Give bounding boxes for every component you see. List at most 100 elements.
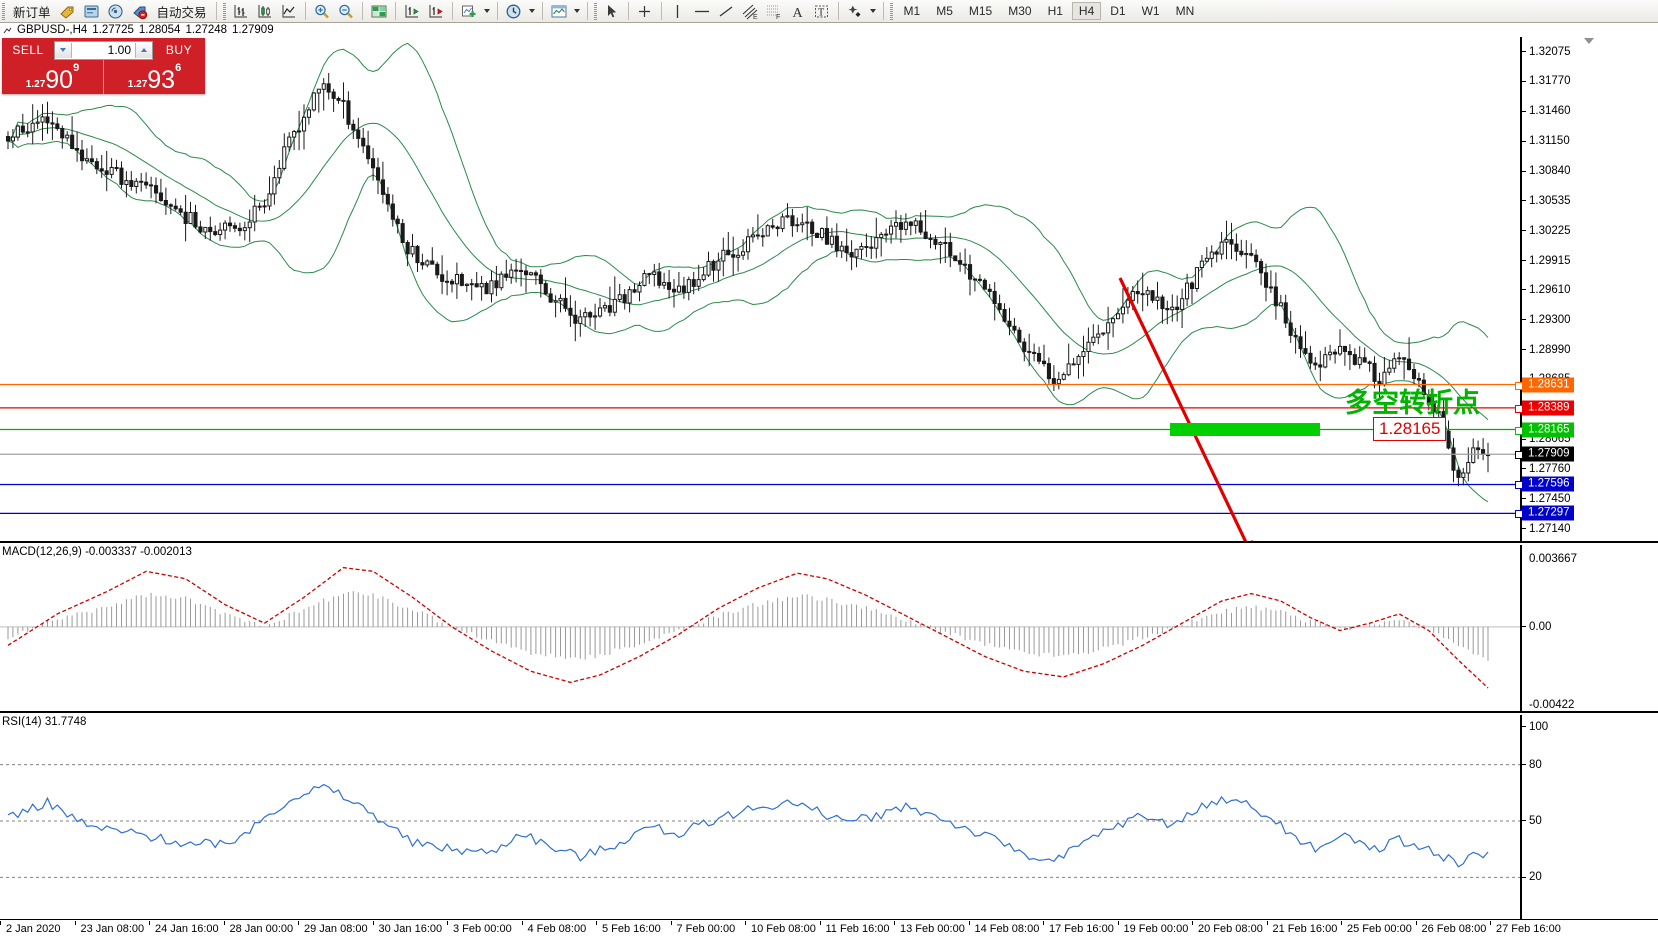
price-level-handle[interactable] [1515, 451, 1523, 460]
time-tick: 13 Feb 00:00 [894, 921, 965, 935]
zoom-in-icon[interactable] [310, 1, 334, 21]
navigator-icon[interactable] [424, 1, 448, 21]
equidistant-channel-icon[interactable]: E [738, 1, 762, 21]
indicators-icon[interactable] [457, 1, 481, 21]
price-tick: 1.30535 [1522, 195, 1571, 207]
volume-decrease-button[interactable] [55, 42, 72, 58]
time-tick: 29 Jan 08:00 [298, 921, 368, 935]
chart-window-icon [3, 27, 12, 33]
downtrend-arrow-line [1118, 277, 1248, 541]
volume-increase-button[interactable] [135, 42, 152, 58]
price-level-badge[interactable]: 1.27909 [1522, 446, 1574, 462]
shapes-dropdown-caret[interactable] [869, 9, 876, 13]
templates-dropdown-caret[interactable] [573, 9, 580, 13]
svg-text:F: F [776, 14, 780, 20]
new-order-button[interactable]: 新订单 [8, 1, 56, 21]
buy-quote[interactable]: 1.27 93 6 [104, 60, 205, 94]
price-level-handle[interactable] [1515, 426, 1523, 435]
fibonacci-icon[interactable]: F [762, 1, 786, 21]
autotrading-button[interactable]: 自动交易 [152, 1, 212, 21]
volume-value[interactable]: 1.00 [107, 43, 131, 57]
price-level-handle[interactable] [1515, 510, 1523, 519]
one-click-trading-panel[interactable]: SELL 1.00 BUY 1.27 90 9 1.27 93 6 [2, 38, 205, 94]
chinese-annotation: 多空转折点 [1345, 388, 1480, 420]
rsi-pane[interactable]: RSI(14) 31.7748 100 80 50 20 [0, 715, 1658, 920]
bar-chart-icon[interactable] [229, 1, 253, 21]
time-tick: 20 Feb 08:00 [1192, 921, 1263, 935]
candlestick-chart-icon[interactable] [253, 1, 277, 21]
macd-label: MACD(12,26,9) -0.003337 -0.002013 [2, 546, 192, 558]
price-y-axis[interactable]: 1.32075 1.31770 1.31460 1.31150 1.30840 1.305… [1515, 37, 1658, 541]
price-level-handle[interactable] [1515, 481, 1523, 490]
toolbar-grip[interactable] [2, 2, 5, 20]
macd-plot[interactable] [0, 545, 1520, 711]
sell-price-main: 90 [45, 66, 74, 94]
text-icon[interactable]: A [786, 1, 810, 21]
timeframe-w1[interactable]: W1 [1141, 4, 1160, 18]
line-chart-icon[interactable] [277, 1, 301, 21]
timeframe-mn[interactable]: MN [1175, 4, 1195, 18]
vertical-line-icon[interactable] [666, 1, 690, 21]
price-plot[interactable]: 多空转折点 1.28165 [0, 37, 1520, 541]
sell-price-prefix: 1.27 [25, 79, 46, 90]
indicators-dropdown-caret[interactable] [483, 9, 490, 13]
timeframe-h1[interactable]: H1 [1047, 4, 1063, 18]
signals-icon[interactable] [104, 1, 128, 21]
price-tick: 1.30225 [1522, 225, 1571, 237]
toolbar-grip-3[interactable] [593, 2, 597, 20]
timeframe-d1[interactable]: D1 [1110, 4, 1126, 18]
macd-y-axis: 0.003667 0.00 -0.00422 [1520, 545, 1658, 711]
price-level-badge[interactable]: 1.28165 [1522, 422, 1574, 438]
toolbar-separator-5 [451, 2, 453, 20]
price-tick: 1.27760 [1522, 463, 1571, 475]
rsi-series [0, 764, 1520, 878]
shapes-icon[interactable] [843, 1, 867, 21]
toolbar-grip-2[interactable] [222, 2, 226, 20]
zoom-out-icon[interactable] [334, 1, 358, 21]
toolbar-grip-4[interactable] [889, 2, 893, 20]
rsi-plot[interactable] [0, 715, 1520, 919]
ohlc-close: 1.27909 [232, 24, 274, 36]
terminal-icon[interactable] [367, 1, 391, 21]
timeframe-m15[interactable]: M15 [968, 4, 993, 18]
period-dropdown-caret[interactable] [528, 9, 535, 13]
trendline-icon[interactable] [714, 1, 738, 21]
cursor-icon[interactable] [600, 1, 624, 21]
price-level-badge[interactable]: 1.28631 [1522, 377, 1574, 393]
price-level-badge[interactable]: 1.27297 [1522, 505, 1574, 521]
sell-quote[interactable]: 1.27 90 9 [2, 60, 104, 94]
autotrading-icon[interactable] [128, 1, 152, 21]
price-level-badge[interactable]: 1.28389 [1522, 400, 1574, 416]
volume-stepper[interactable]: 1.00 [54, 40, 153, 60]
data-window-icon[interactable] [80, 1, 104, 21]
timeframe-m1[interactable]: M1 [903, 4, 921, 18]
sell-button[interactable]: SELL [12, 43, 44, 57]
price-pane[interactable]: 多空转折点 1.28165 1.32075 1.31770 1.31460 1.311… [0, 37, 1658, 543]
time-tick: 3 Feb 00:00 [447, 921, 512, 935]
templates-icon[interactable] [547, 1, 571, 21]
toolbar-separator-8 [586, 2, 588, 20]
chart-scroll-indicator[interactable] [1584, 38, 1594, 44]
price-level-handle[interactable] [1515, 381, 1523, 390]
ohlc-open: 1.27725 [92, 24, 134, 36]
timeframe-m30[interactable]: M30 [1008, 4, 1032, 18]
chart-area[interactable]: 多空转折点 1.28165 1.32075 1.31770 1.31460 1.311… [0, 37, 1658, 943]
price-annotation-box: 1.28165 [1373, 416, 1447, 441]
toolbar-separator-10 [660, 2, 662, 20]
horizontal-line-icon[interactable] [690, 1, 714, 21]
timeframe-m5[interactable]: M5 [936, 4, 953, 18]
crosshair-icon[interactable] [633, 1, 657, 21]
text-label-icon[interactable]: T [810, 1, 834, 21]
price-level-badge[interactable]: 1.27596 [1522, 476, 1574, 492]
strategy-tester-icon[interactable] [400, 1, 424, 21]
buy-price-main: 93 [147, 66, 176, 94]
price-level-handle[interactable] [1515, 404, 1523, 413]
expert-advisor-icon[interactable] [56, 1, 80, 21]
buy-button[interactable]: BUY [165, 43, 193, 57]
timeframe-h4[interactable]: H4 [1071, 2, 1102, 20]
price-tick: 1.31150 [1522, 135, 1570, 147]
macd-pane[interactable]: MACD(12,26,9) -0.003337 -0.002013 0.0036… [0, 545, 1658, 713]
period-icon[interactable] [502, 1, 526, 21]
time-tick: 11 Feb 16:00 [819, 921, 890, 935]
time-tick: 17 Feb 16:00 [1043, 921, 1114, 935]
